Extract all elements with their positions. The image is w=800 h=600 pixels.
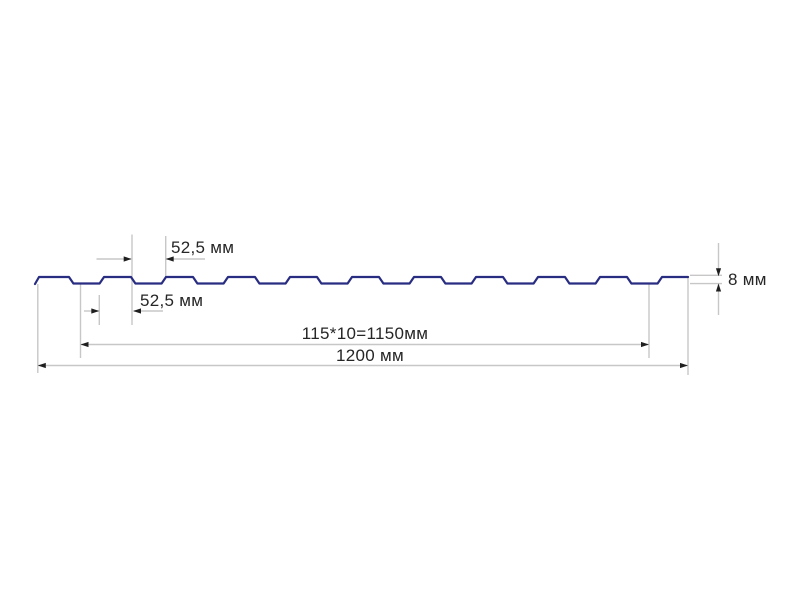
dimension-lines-group bbox=[37, 234, 722, 375]
arrowhead-right-icon bbox=[91, 308, 100, 314]
dim-label-working-width: 115*10=1150мм bbox=[301, 324, 429, 343]
arrowhead-left-icon bbox=[80, 341, 89, 348]
arrowheads-group bbox=[37, 256, 722, 369]
dim-label-overall-width: 1200 мм bbox=[335, 346, 405, 365]
dim-label-profile-height: 8 мм bbox=[728, 270, 767, 289]
arrowhead-right-icon bbox=[123, 256, 132, 262]
arrowhead-left-icon bbox=[37, 362, 46, 369]
dim-label-rib-width: 52,5 мм bbox=[140, 291, 204, 310]
dim-label-valley-width: 52,5 мм bbox=[171, 238, 235, 257]
arrowhead-right-icon bbox=[680, 362, 688, 369]
arrowhead-left-icon bbox=[133, 308, 141, 314]
arrowhead-down-icon bbox=[715, 268, 722, 277]
arrowhead-left-icon bbox=[165, 256, 174, 262]
arrowhead-right-icon bbox=[641, 341, 649, 348]
profile-cross-section-path bbox=[33, 275, 690, 286]
arrowhead-up-icon bbox=[715, 283, 722, 292]
